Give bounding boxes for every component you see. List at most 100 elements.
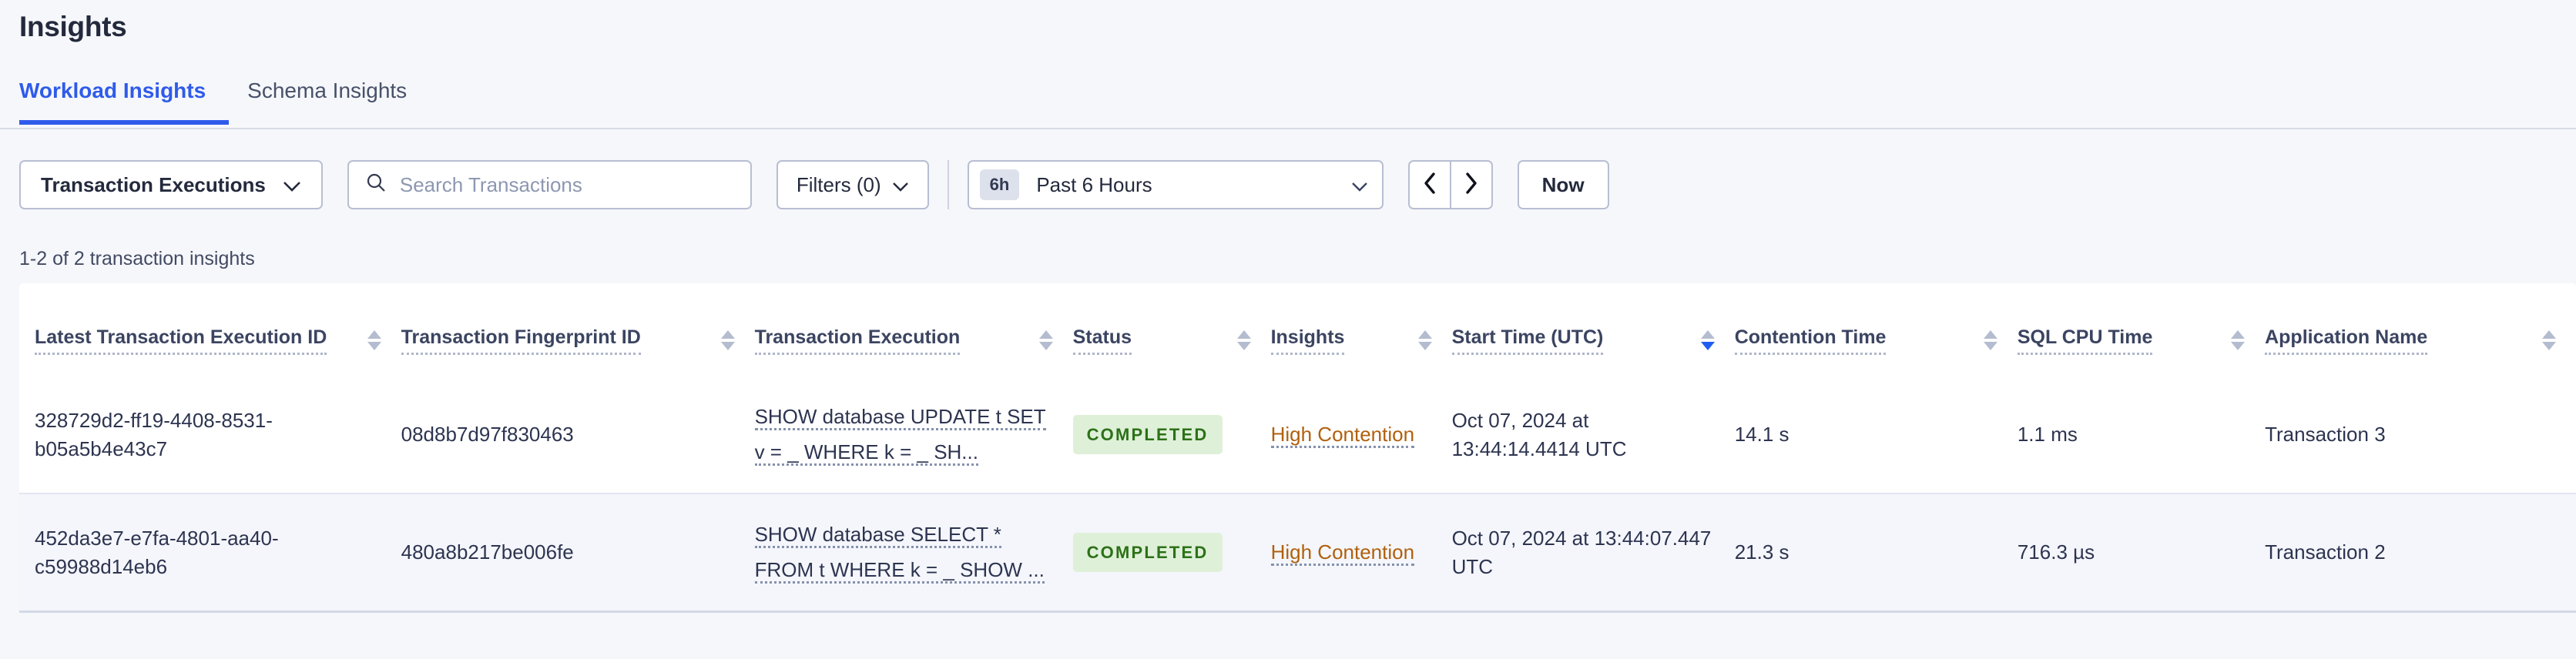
sort-asc-icon	[720, 330, 735, 339]
table-row[interactable]: 452da3e7-e7fa-4801-aa40-c59988d14eb6 480…	[19, 493, 2576, 612]
transaction-execution-link[interactable]: SHOW database SELECT * FROM t WHERE k = …	[754, 523, 1045, 584]
filters-label: Filters (0)	[796, 172, 881, 196]
tab-bar-divider	[0, 128, 2576, 129]
cell-transaction-execution[interactable]: SHOW database SELECT * FROM t WHERE k = …	[754, 493, 1073, 612]
insight-link[interactable]: High Contention	[1270, 540, 1415, 566]
time-range-label: Past 6 Hours	[1036, 172, 1152, 196]
column-header-start-time-utc[interactable]: Start Time (UTC)	[1451, 283, 1735, 376]
chevron-down-icon	[892, 173, 909, 197]
sort-toggle[interactable]	[2231, 330, 2246, 355]
cell-contention-time: 21.3 s	[1734, 540, 1789, 564]
sort-toggle[interactable]	[1236, 330, 1251, 355]
sort-toggle[interactable]	[1038, 330, 1053, 355]
chevron-down-icon	[1351, 173, 1368, 197]
tab-bar: Workload Insights Schema Insights	[19, 74, 425, 125]
column-label: Latest Transaction Execution ID	[35, 326, 327, 355]
cell-fingerprint-id: 08d8b7d97f830463	[401, 423, 574, 447]
table-body: 328729d2-ff19-4408-8531-b05a5b4e43c7 08d…	[19, 376, 2576, 612]
column-header-transaction-execution[interactable]: Transaction Execution	[754, 283, 1073, 376]
sort-asc-icon	[1038, 330, 1053, 339]
column-label: Contention Time	[1734, 326, 1887, 355]
filters-button[interactable]: Filters (0)	[776, 160, 929, 209]
chevron-down-icon	[283, 173, 301, 197]
sort-asc-icon	[2542, 330, 2556, 339]
chevron-right-icon	[1464, 172, 1479, 199]
search-input-placeholder: Search Transactions	[399, 172, 582, 196]
sort-toggle[interactable]	[1417, 330, 1432, 355]
now-label: Now	[1541, 172, 1585, 196]
column-header-contention-time[interactable]: Contention Time	[1734, 283, 2018, 376]
sort-asc-icon	[1700, 330, 1715, 339]
sort-desc-icon	[1417, 342, 1432, 350]
tab-workload-insights[interactable]: Workload Insights	[19, 79, 230, 125]
sort-desc-icon	[720, 342, 735, 350]
previous-time-range-button[interactable]	[1407, 160, 1451, 209]
cell-insights[interactable]: High Contention	[1270, 376, 1452, 493]
column-header-application-name[interactable]: Application Name	[2265, 283, 2576, 376]
time-nav-group	[1407, 160, 1493, 209]
column-label: Transaction Fingerprint ID	[401, 326, 641, 355]
cell-sql-cpu-time: 1.1 ms	[2017, 423, 2078, 447]
status-badge: COMPLETED	[1072, 414, 1223, 455]
column-header-transaction-fingerprint-id[interactable]: Transaction Fingerprint ID	[401, 283, 755, 376]
sort-desc-icon	[1038, 342, 1053, 350]
next-time-range-button[interactable]	[1450, 160, 1493, 209]
cell-execution-id: 452da3e7-e7fa-4801-aa40-c59988d14eb6	[35, 526, 279, 578]
result-count: 1-2 of 2 transaction insights	[19, 248, 255, 269]
sort-toggle[interactable]	[2542, 330, 2556, 355]
insight-text: High Contention	[1270, 422, 1415, 448]
insight-link[interactable]: High Contention	[1270, 422, 1415, 448]
sort-asc-icon	[1417, 330, 1432, 339]
chevron-left-icon	[1422, 172, 1437, 199]
table-row[interactable]: 328729d2-ff19-4408-8531-b05a5b4e43c7 08d…	[19, 376, 2576, 493]
insights-table-card: Latest Transaction Execution ID Transact…	[19, 283, 2576, 613]
view-selector-label: Transaction Executions	[41, 172, 266, 196]
sort-desc-icon	[367, 342, 381, 350]
sort-asc-icon	[367, 330, 381, 339]
cell-status: COMPLETED	[1072, 493, 1271, 612]
insight-text: High Contention	[1270, 540, 1415, 566]
sort-toggle[interactable]	[1983, 330, 1997, 355]
sort-desc-icon	[1983, 342, 1997, 350]
sort-desc-icon	[1700, 342, 1715, 350]
cell-transaction-execution[interactable]: SHOW database UPDATE t SET v = _ WHERE k…	[754, 376, 1073, 493]
sort-toggle[interactable]	[367, 330, 381, 355]
time-range-pill: 6h	[979, 169, 1020, 200]
column-label: SQL CPU Time	[2017, 326, 2153, 355]
cell-execution-id: 328729d2-ff19-4408-8531-b05a5b4e43c7	[35, 408, 273, 460]
tab-schema-insights[interactable]: Schema Insights	[247, 79, 408, 102]
cell-status: COMPLETED	[1072, 376, 1271, 493]
column-header-insights[interactable]: Insights	[1270, 283, 1452, 376]
column-header-latest-transaction-execution-id[interactable]: Latest Transaction Execution ID	[19, 283, 401, 376]
column-label: Application Name	[2265, 326, 2428, 355]
sort-asc-icon	[2231, 330, 2246, 339]
sort-desc-icon	[2542, 342, 2556, 350]
column-header-sql-cpu-time[interactable]: SQL CPU Time	[2017, 283, 2265, 376]
status-badge: COMPLETED	[1072, 532, 1223, 573]
cell-application-name: Transaction 3	[2265, 423, 2386, 447]
search-input[interactable]: Search Transactions	[347, 160, 752, 209]
cell-insights[interactable]: High Contention	[1270, 493, 1452, 612]
table-header: Latest Transaction Execution ID Transact…	[19, 283, 2576, 376]
cell-start-time: Oct 07, 2024 at 13:44:07.447 UTC	[1451, 526, 1712, 578]
column-header-status[interactable]: Status	[1072, 283, 1271, 376]
cell-sql-cpu-time: 716.3 µs	[2017, 540, 2095, 564]
page-title: Insights	[19, 11, 127, 42]
view-selector-dropdown[interactable]: Transaction Executions	[19, 160, 323, 209]
sort-toggle[interactable]	[1700, 330, 1715, 355]
cell-contention-time: 14.1 s	[1734, 423, 1789, 447]
toolbar-divider	[947, 160, 949, 209]
sort-desc-icon	[2231, 342, 2246, 350]
now-button[interactable]: Now	[1517, 160, 1609, 209]
transaction-execution-link[interactable]: SHOW database UPDATE t SET v = _ WHERE k…	[754, 405, 1046, 466]
cell-fingerprint-id: 480a8b217be006fe	[401, 540, 574, 564]
column-label: Transaction Execution	[754, 326, 961, 355]
insights-table: Latest Transaction Execution ID Transact…	[19, 283, 2576, 613]
cell-start-time: Oct 07, 2024 at 13:44:14.4414 UTC	[1451, 408, 1627, 460]
sort-toggle[interactable]	[720, 330, 735, 355]
search-icon	[366, 172, 386, 198]
cell-application-name: Transaction 2	[2265, 540, 2386, 564]
time-range-selector[interactable]: 6h Past 6 Hours	[967, 160, 1384, 209]
column-label: Status	[1072, 326, 1132, 355]
